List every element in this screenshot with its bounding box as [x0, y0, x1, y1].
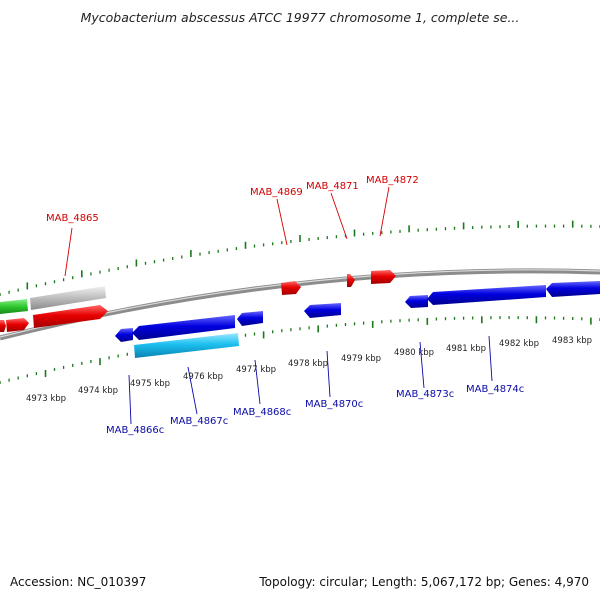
gene-label-reverse[interactable]: MAB_4870c: [305, 399, 363, 410]
map-title: Mycobacterium abscessus ATCC 19977 chrom…: [80, 10, 520, 25]
kbp-label: 4979 kbp: [341, 354, 381, 364]
label-leader-line: [128, 374, 132, 425]
kbp-label: 4974 kbp: [78, 386, 118, 396]
label-leader-line: [276, 198, 288, 246]
gene-arrow-reverse[interactable]: [132, 315, 235, 340]
chromosome-backbone-highlight: [0, 269, 600, 338]
gene-arrow-reverse[interactable]: [405, 295, 428, 308]
gene-arrow-forward[interactable]: [371, 270, 396, 284]
reverse-strand-genes: [115, 281, 600, 358]
gene-arrow-reverse[interactable]: [304, 303, 341, 318]
inner-tick-row: [0, 316, 600, 384]
label-leader-line: [488, 335, 493, 382]
gene-label-reverse[interactable]: MAB_4874c: [466, 384, 524, 395]
gene-arrow-reverse[interactable]: [237, 311, 263, 326]
gene-arrow-forward[interactable]: [6, 318, 29, 332]
forward-gene-labels: MAB_4865 MAB_4869 MAB_4871 MAB_4872: [46, 175, 419, 277]
feature-grey[interactable]: [30, 286, 106, 310]
outer-tick-row: [0, 220, 600, 296]
label-leader-line: [64, 227, 73, 277]
gene-arrow-forward[interactable]: [33, 305, 108, 328]
gene-label-forward[interactable]: MAB_4871: [306, 181, 359, 192]
label-leader-line: [379, 186, 390, 237]
kbp-label: 4982 kbp: [499, 339, 539, 349]
gene-arrow-reverse-highlighted[interactable]: [134, 333, 239, 358]
gene-arrow-forward[interactable]: [0, 320, 6, 332]
gene-label-reverse[interactable]: MAB_4866c: [106, 425, 164, 436]
label-leader-line: [419, 341, 425, 389]
gene-arrow-reverse[interactable]: [546, 281, 600, 297]
gene-label-forward[interactable]: MAB_4865: [46, 213, 99, 224]
label-leader-line: [326, 350, 331, 398]
gene-label-forward[interactable]: MAB_4869: [250, 187, 303, 198]
forward-strand-genes: [0, 270, 396, 332]
kbp-label: 4975 kbp: [130, 379, 170, 389]
kbp-label: 4973 kbp: [26, 394, 66, 404]
accession-label: Accession: NC_010397: [10, 575, 147, 589]
other-features: [0, 286, 106, 314]
kbp-label: 4981 kbp: [446, 344, 486, 354]
kbp-label: 4980 kbp: [394, 348, 434, 358]
topology-info-label: Topology: circular; Length: 5,067,172 bp…: [259, 575, 589, 589]
gene-arrow-forward[interactable]: [281, 281, 301, 295]
kbp-label: 4978 kbp: [288, 359, 328, 369]
label-leader-line: [254, 359, 261, 405]
feature-green[interactable]: [0, 299, 28, 314]
reverse-gene-labels: MAB_4866c MAB_4867c MAB_4868c MAB_4870c …: [106, 335, 524, 436]
gene-label-reverse[interactable]: MAB_4873c: [396, 389, 454, 400]
gene-label-forward[interactable]: MAB_4872: [366, 175, 419, 186]
kbp-label: 4983 kbp: [552, 336, 592, 346]
gene-arrow-reverse[interactable]: [427, 285, 546, 305]
gene-label-reverse[interactable]: MAB_4868c: [233, 407, 291, 418]
kbp-label: 4976 kbp: [183, 372, 223, 382]
label-leader-line: [330, 192, 348, 240]
gene-arrow-reverse[interactable]: [115, 328, 133, 342]
label-leader-line: [187, 366, 198, 415]
gene-label-reverse[interactable]: MAB_4867c: [170, 416, 228, 427]
gene-arrow-forward[interactable]: [347, 274, 355, 287]
